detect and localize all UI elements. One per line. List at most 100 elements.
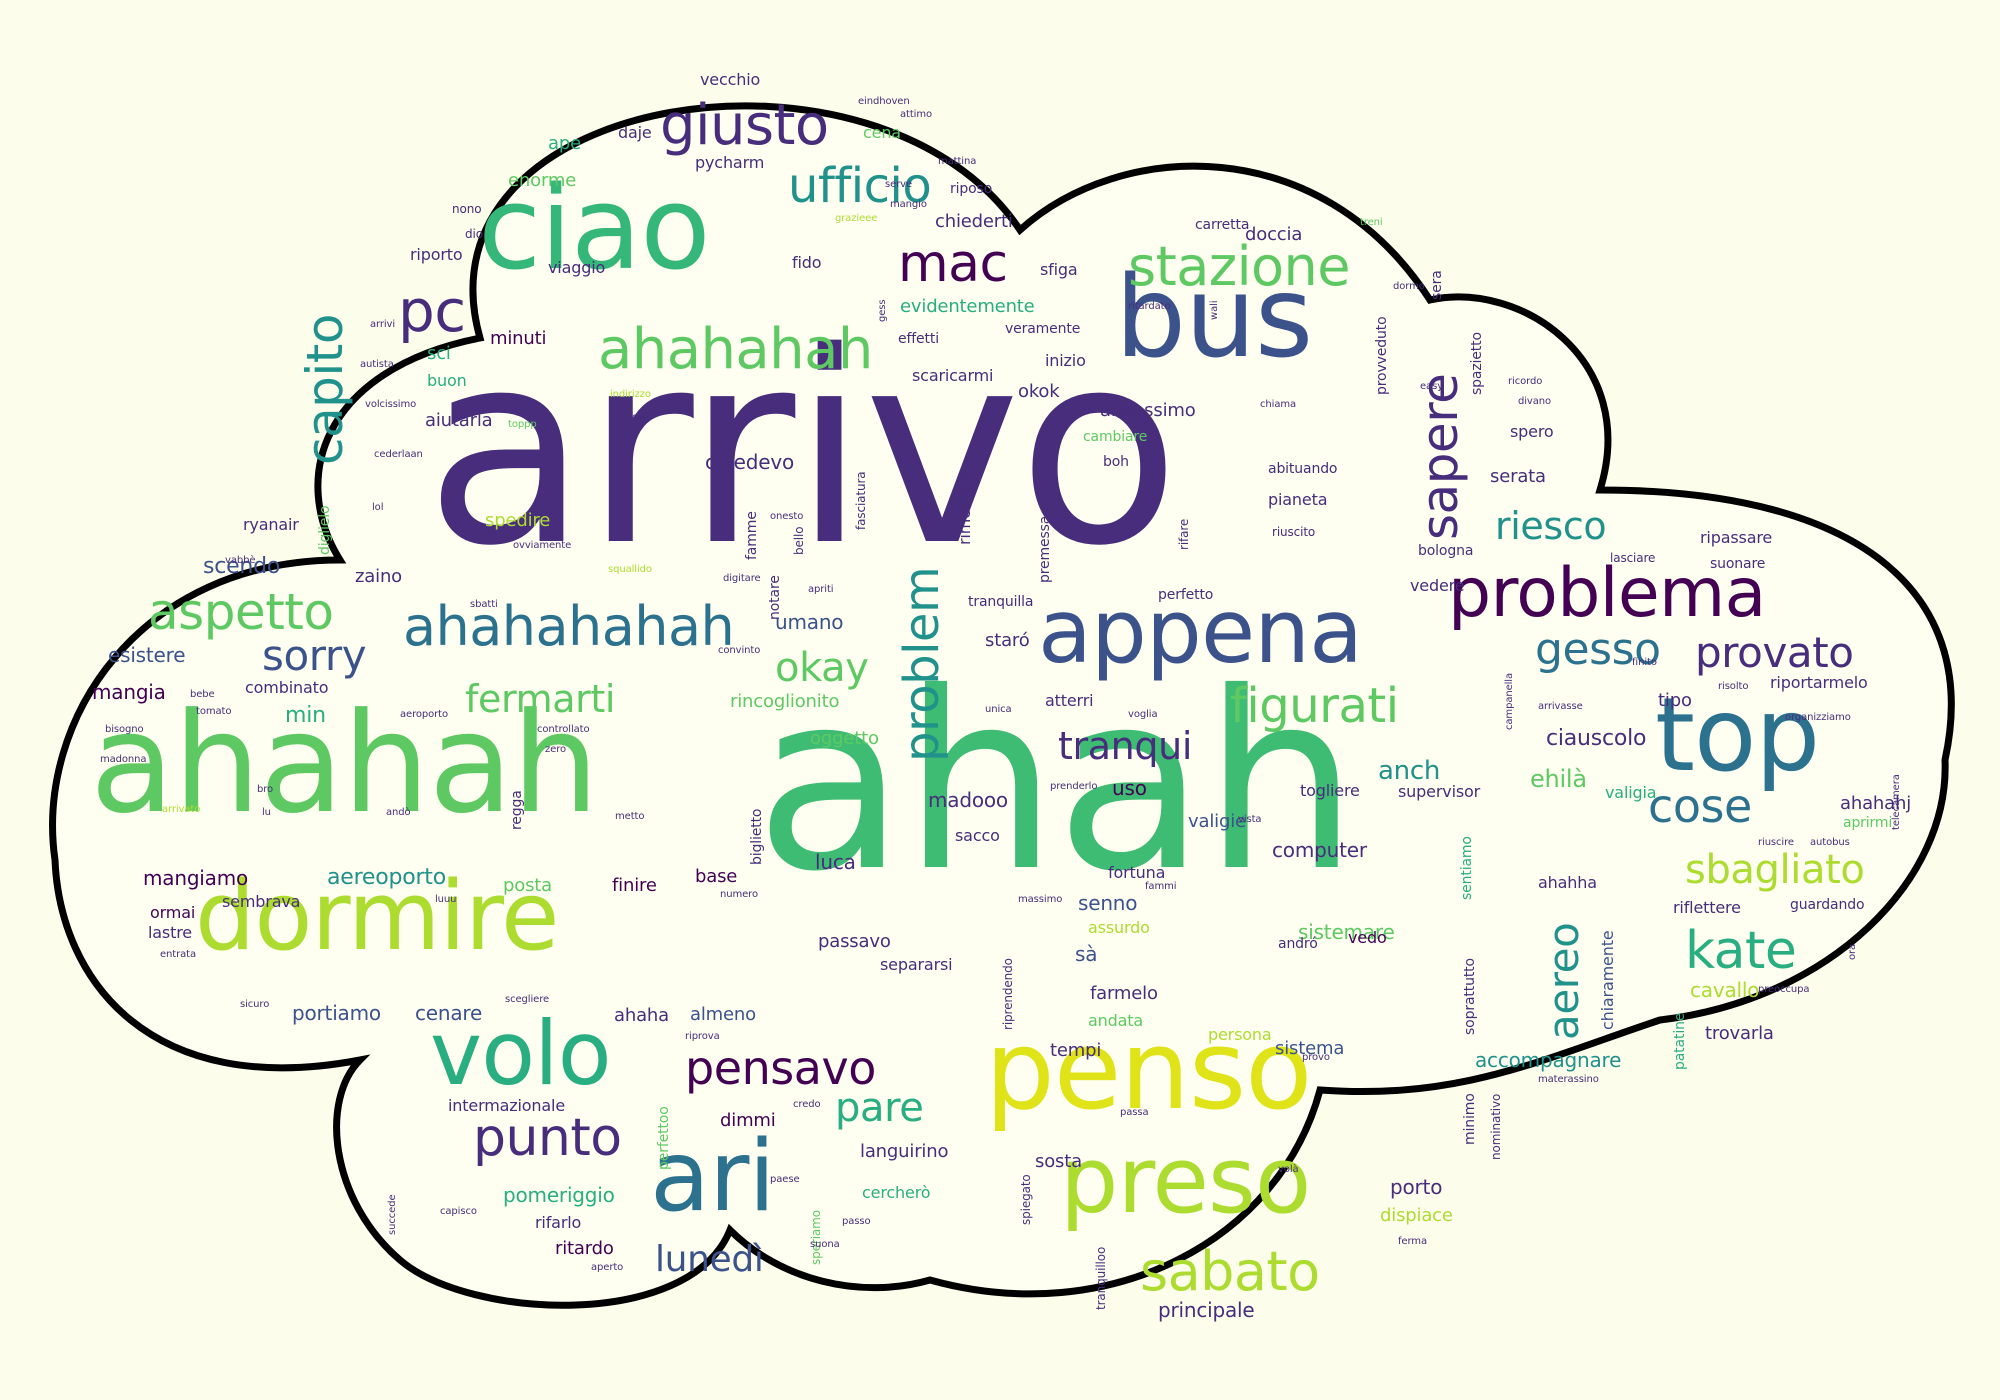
word-tranqui: tranqui: [1058, 724, 1192, 768]
word-autobus: autobus: [1810, 837, 1850, 848]
word-ciauscolo: ciauscolo: [1546, 726, 1647, 751]
word-ryanair: ryanair: [243, 515, 299, 534]
word-ahahha: ahahha: [1538, 873, 1597, 892]
word-ritardato: ritardato: [1128, 301, 1171, 312]
word-massimo: massimo: [1018, 894, 1063, 905]
word-mangia: mangia: [92, 680, 166, 704]
word-bisogno: bisogno: [105, 724, 144, 735]
word-regga: regga: [509, 790, 525, 830]
word-riuscito: riuscito: [1272, 525, 1316, 539]
word-supervisor: supervisor: [1398, 782, 1481, 801]
word-cavallo: cavallo: [1690, 978, 1760, 1002]
word-succede: succede: [387, 1194, 398, 1236]
word-volo: volo: [430, 1002, 612, 1105]
word-sorry: sorry: [262, 631, 367, 680]
word-aereoporto: aereoporto: [327, 865, 446, 890]
word-spazietto: spazietto: [1469, 332, 1485, 395]
word-vabbe: vabbè: [225, 555, 256, 566]
word-sicuro: sicuro: [240, 999, 270, 1010]
word-ciao: ciao: [478, 162, 711, 296]
word-senno: senno: [1078, 891, 1138, 915]
word-serve: serve: [885, 179, 913, 190]
word-spedire: spedire: [485, 510, 551, 531]
word-ando: andò: [386, 807, 411, 818]
word-grazieee: grazieee: [835, 213, 878, 224]
word-aperto: aperto: [591, 1262, 624, 1273]
word-finire: finire: [612, 875, 657, 896]
word-materassino: materassino: [1538, 1074, 1599, 1085]
word-passavo: passavo: [818, 931, 891, 952]
word-nominativo: nominativo: [1489, 1093, 1503, 1160]
word-rifarlo: rifarlo: [535, 1213, 582, 1232]
word-cerchero: cercherò: [862, 1183, 931, 1202]
word-ahahahahah: ahahahahah: [403, 595, 735, 658]
word-attimo: attimo: [900, 109, 933, 120]
word-digitare: digitare: [723, 573, 761, 584]
word-divano: divano: [1518, 396, 1552, 407]
word-fermarti: fermarti: [465, 677, 616, 721]
word-suona: suona: [810, 1239, 840, 1250]
word-aspetto: aspetto: [148, 583, 334, 641]
word-ritardo: ritardo: [555, 1238, 614, 1259]
word-sosta: sosta: [1035, 1151, 1082, 1172]
word-veramente: veramente: [1005, 321, 1081, 337]
word-dormire: dormire: [195, 862, 559, 972]
word-luca: luca: [815, 850, 856, 874]
word-almeno: almeno: [690, 1004, 756, 1025]
word-preso: preso: [1060, 1127, 1311, 1234]
word-luuu: luuu: [435, 894, 457, 905]
word-minimo: minimo: [1462, 1093, 1478, 1145]
word-buon: buon: [427, 371, 467, 390]
word-esistere: esistere: [108, 643, 186, 667]
word-dio: dio: [465, 227, 483, 241]
word-valigie: valigie: [1188, 811, 1246, 832]
word-ehila: ehilà: [1530, 765, 1587, 793]
word-rifare: rifare: [1177, 518, 1191, 550]
word-posta: posta: [503, 875, 553, 896]
word-ahahahah: ahahahah: [598, 317, 873, 382]
word-speriamo: speriamo: [809, 1210, 823, 1265]
word-persona: persona: [1208, 1025, 1272, 1044]
word-arrivi: arrivi: [370, 319, 396, 330]
word-separarsi: separarsi: [880, 955, 953, 974]
word-suonare: suonare: [1710, 556, 1766, 572]
word-riflettere: riflettere: [1673, 898, 1741, 917]
word-enorme: enorme: [508, 170, 577, 191]
word-sci: sci: [427, 343, 451, 364]
word-pc: pc: [398, 277, 466, 345]
word-aereo: aereo: [1539, 922, 1588, 1040]
word-dimmi: dimmi: [720, 1110, 776, 1131]
word-problem: problem: [894, 566, 950, 762]
word-base: base: [695, 866, 738, 887]
word-voglia: voglia: [1128, 709, 1158, 720]
word-appena: appena: [1038, 580, 1363, 683]
word-nono: nono: [452, 202, 482, 216]
word-arrivato: arrivato: [162, 804, 201, 815]
word-ferma: ferma: [1398, 1236, 1427, 1247]
word-telecamera: telecamera: [1891, 774, 1902, 830]
word-sabato: sabato: [1140, 1240, 1320, 1303]
word-kate: kate: [1685, 921, 1797, 981]
word-mattina: mattina: [938, 156, 977, 167]
word-campanella: campanella: [1504, 672, 1515, 730]
word-riporto: riporto: [410, 245, 463, 264]
word-treni: treni: [1360, 217, 1383, 228]
word-viaggio: viaggio: [548, 258, 606, 277]
word-assurdo: assurdo: [1088, 918, 1150, 937]
word-boh: boh: [1103, 454, 1129, 470]
word-capisco: capisco: [440, 1206, 477, 1217]
word-farmelo: farmelo: [1090, 983, 1158, 1004]
word-tranquilloo: tranquilloo: [1094, 1246, 1108, 1310]
word-finito: finito: [1632, 657, 1657, 668]
word-pomeriggio: pomeriggio: [503, 1183, 615, 1207]
word-umano: umano: [775, 610, 844, 634]
word-sbatti: sbatti: [470, 599, 498, 610]
word-riposo: riposo: [950, 181, 993, 197]
word-ahahahj: ahahahj: [1840, 793, 1912, 814]
word-scendo: scendo: [203, 554, 281, 579]
word-lol: lol: [372, 502, 384, 513]
word-ovviamente: ovviamente: [513, 540, 572, 551]
word-credo: credo: [793, 1099, 821, 1110]
word-andata: andata: [1088, 1011, 1144, 1030]
word-guardando: guardando: [1790, 897, 1865, 913]
